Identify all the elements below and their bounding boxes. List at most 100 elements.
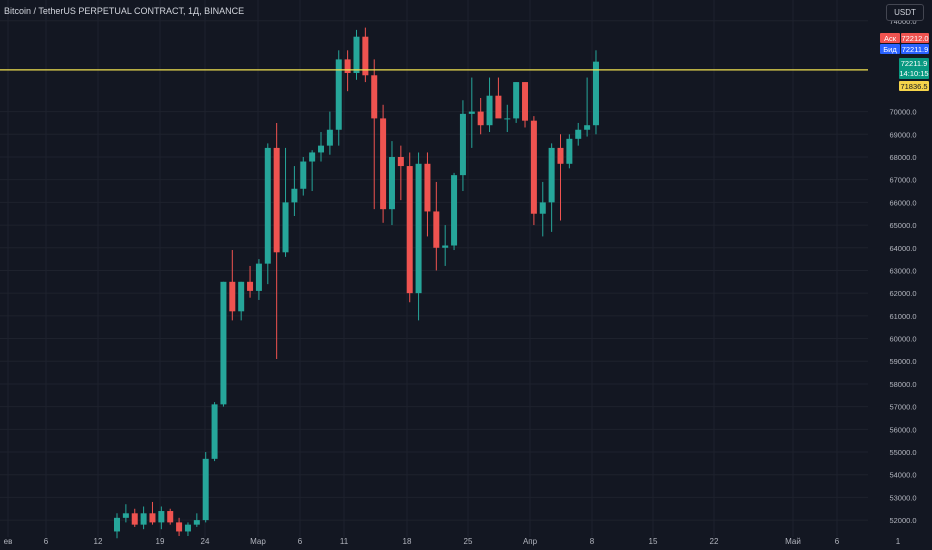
grid-lines [0, 0, 868, 537]
candle-body [247, 281, 254, 291]
x-tick-label: 19 [156, 537, 165, 546]
candle-body [548, 147, 555, 203]
candle-body [371, 75, 378, 119]
x-tick-label: ев [4, 537, 13, 546]
candle-body [522, 82, 529, 121]
candle-body [424, 163, 431, 212]
candle-body [273, 147, 280, 253]
candle-body [114, 517, 120, 532]
candle-body [530, 120, 537, 214]
y-tick-label: 68000.0 [889, 153, 916, 162]
candle-body [344, 59, 351, 74]
candle-body [459, 113, 466, 176]
y-tick-label: 59000.0 [889, 357, 916, 366]
y-tick-label: 58000.0 [889, 380, 916, 389]
y-tick-label: 62000.0 [889, 289, 916, 298]
ask-value: 72212.0 [901, 34, 928, 43]
last-price-value: 72211.9 [901, 59, 928, 68]
y-tick-label: 56000.0 [889, 425, 916, 434]
candle-body [442, 245, 449, 248]
candle-body [149, 513, 156, 523]
y-tick-label: 55000.0 [889, 448, 916, 457]
candle-body [193, 520, 200, 525]
bid-value: 72211.9 [902, 45, 929, 54]
candle-body [539, 202, 546, 214]
candle-body [513, 82, 520, 119]
bid-tag: Бид 72211.9 [880, 44, 929, 54]
x-tick-label: 8 [590, 537, 595, 546]
candle-body [211, 404, 218, 459]
candle-body [167, 511, 174, 523]
candle-body [468, 111, 475, 114]
candle-body [495, 95, 502, 119]
y-tick-label: 52000.0 [889, 516, 916, 525]
candle-body [486, 95, 493, 126]
candle-body [184, 524, 191, 532]
candle-body [592, 61, 599, 126]
y-tick-label: 64000.0 [889, 244, 916, 253]
candle-body [264, 147, 271, 264]
y-tick-label: 63000.0 [889, 266, 916, 275]
price-axis[interactable]: 74000.0 70000.0 69000.0 68000.0 67000.0 66000… [869, 0, 932, 550]
candle-body [557, 147, 564, 164]
candle-body [140, 513, 147, 525]
time-axis[interactable]: ев 6 12 19 24 Мар 6 11 18 25 Апр 8 15 22 Май 6 1 [4, 537, 901, 546]
x-tick-label: 15 [649, 537, 658, 546]
candle-body [291, 188, 298, 203]
y-tick-label: 66000.0 [889, 198, 916, 207]
candle-body [415, 163, 422, 294]
candle-body [326, 129, 333, 146]
candle-body [388, 156, 395, 210]
y-tick-label: 67000.0 [889, 176, 916, 185]
candle-body [220, 281, 227, 405]
candle-body [122, 513, 129, 518]
candles-layer [114, 27, 599, 539]
x-tick-label: 24 [201, 537, 210, 546]
candle-body [433, 211, 440, 248]
candle-body [584, 125, 591, 130]
y-tick-label: 69000.0 [889, 130, 916, 139]
ask-label: Аск [884, 34, 897, 43]
candle-body [504, 118, 511, 120]
bid-label: Бид [883, 45, 897, 54]
candle-body [406, 166, 413, 294]
candle-body [477, 111, 484, 126]
x-tick-label: 18 [403, 537, 412, 546]
candle-body [397, 156, 404, 167]
x-tick-label: Апр [523, 537, 538, 546]
x-tick-label: Мар [250, 537, 266, 546]
candle-body [451, 175, 458, 246]
candle-body [158, 511, 165, 523]
y-tick-label: 57000.0 [889, 403, 916, 412]
candle-body [318, 145, 325, 153]
x-tick-label: Май [785, 537, 801, 546]
candle-body [380, 118, 387, 210]
x-tick-label: 6 [835, 537, 840, 546]
countdown-timer: 14:10:15 [899, 69, 928, 78]
candle-body [229, 281, 236, 312]
candle-body [176, 522, 183, 532]
y-tick-label: 53000.0 [889, 493, 916, 502]
candle-body [238, 281, 245, 312]
last-price-tag: 72211.9 14:10:15 [899, 58, 929, 79]
symbol-title[interactable]: Bitcoin / TetherUS PERPETUAL CONTRACT, 1… [4, 6, 245, 16]
y-tick-label: 70000.0 [889, 108, 916, 117]
x-tick-label: 6 [298, 537, 303, 546]
candle-body [300, 161, 307, 189]
candle-body [131, 513, 138, 525]
currency-button[interactable]: USDT [886, 4, 924, 21]
candle-body [282, 202, 289, 253]
y-tick-label: 61000.0 [889, 312, 916, 321]
ask-tag: Аск 72212.0 [880, 33, 929, 43]
x-tick-label: 11 [340, 537, 349, 546]
hline-price-value: 71836.5 [900, 82, 927, 91]
x-tick-label: 25 [464, 537, 473, 546]
y-tick-label: 60000.0 [889, 335, 916, 344]
x-tick-label: 6 [44, 537, 49, 546]
hline-price-tag: 71836.5 [899, 81, 929, 91]
candle-body [309, 152, 316, 162]
candle-body [362, 36, 369, 76]
candle-body [335, 59, 342, 130]
